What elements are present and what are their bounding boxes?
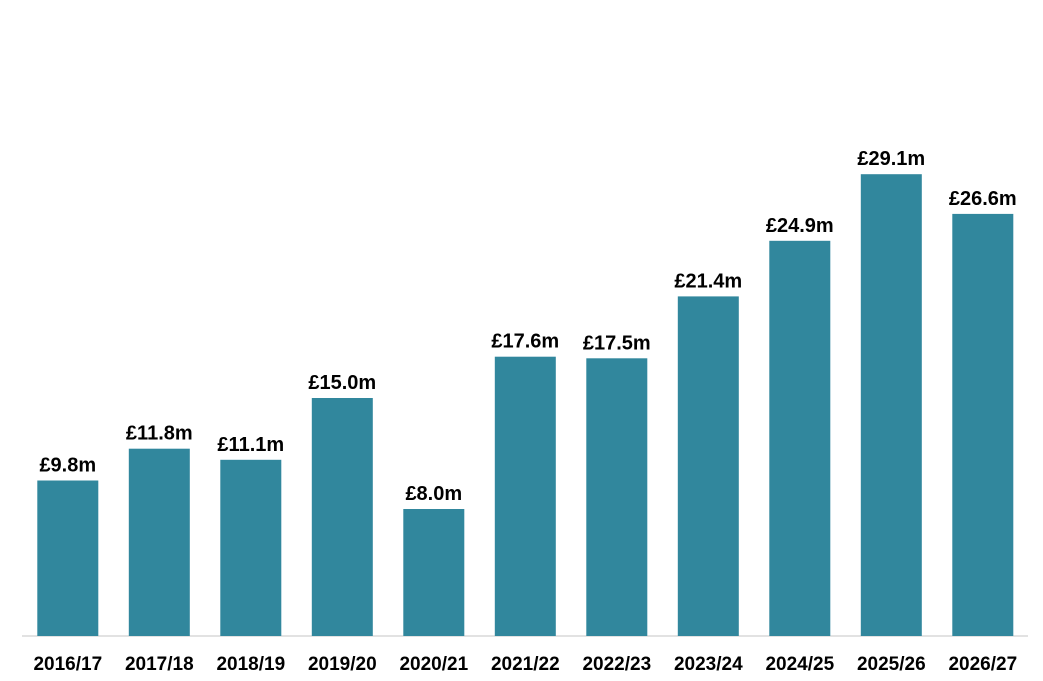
x-tick-labels-group: 2016/17 2017/18 2018/19 2019/20 2020/21 2021/… (33, 654, 1017, 675)
value-label-2026-27: £26.6m (949, 188, 1017, 210)
x-tick-label-2016-17: 2016/17 (33, 654, 102, 675)
x-tick-label-2021-22: 2021/22 (491, 654, 560, 675)
bar-2018-19 (220, 459, 282, 636)
x-tick-label-2025-26: 2025/26 (857, 654, 926, 675)
value-label-2023-24: £21.4m (674, 270, 742, 292)
value-label-2017-18: £11.8m (126, 423, 193, 445)
x-tick-label-2023-24: 2023/24 (674, 654, 743, 675)
bar-2020-21 (403, 509, 465, 636)
x-tick-label-2020-21: 2020/21 (399, 654, 468, 675)
x-tick-label-2024-25: 2024/25 (765, 654, 834, 675)
bar-2023-24 (677, 296, 739, 636)
value-label-2018-19: £11.1m (217, 434, 284, 456)
value-label-2020-21: £8.0m (405, 483, 462, 505)
bar-2025-26 (860, 174, 922, 636)
x-tick-label-2022-23: 2022/23 (582, 654, 651, 675)
x-tick-label-2026-27: 2026/27 (948, 654, 1017, 675)
value-label-2021-22: £17.6m (491, 331, 559, 353)
value-label-2025-26: £29.1m (857, 148, 925, 170)
bars-group (37, 174, 1014, 637)
bar-2016-17 (37, 480, 99, 636)
x-tick-label-2019-20: 2019/20 (308, 654, 377, 675)
bar-2019-20 (311, 398, 373, 636)
value-label-2022-23: £17.5m (583, 332, 651, 354)
bar-2026-27 (952, 213, 1014, 636)
x-tick-label-2018-19: 2018/19 (216, 654, 285, 675)
bar-2022-23 (586, 358, 648, 636)
x-tick-label-2017-18: 2017/18 (125, 654, 194, 675)
value-label-2019-20: £15.0m (308, 372, 376, 394)
bar-2021-22 (494, 356, 556, 636)
bar-2017-18 (128, 448, 190, 636)
bar-2024-25 (769, 240, 831, 637)
value-label-2024-25: £24.9m (766, 215, 834, 237)
value-labels-group: £9.8m £11.8m £11.1m £15.0m £8.0m £17.6m £17.5m… (39, 148, 1016, 505)
value-label-2016-17: £9.8m (39, 455, 96, 477)
